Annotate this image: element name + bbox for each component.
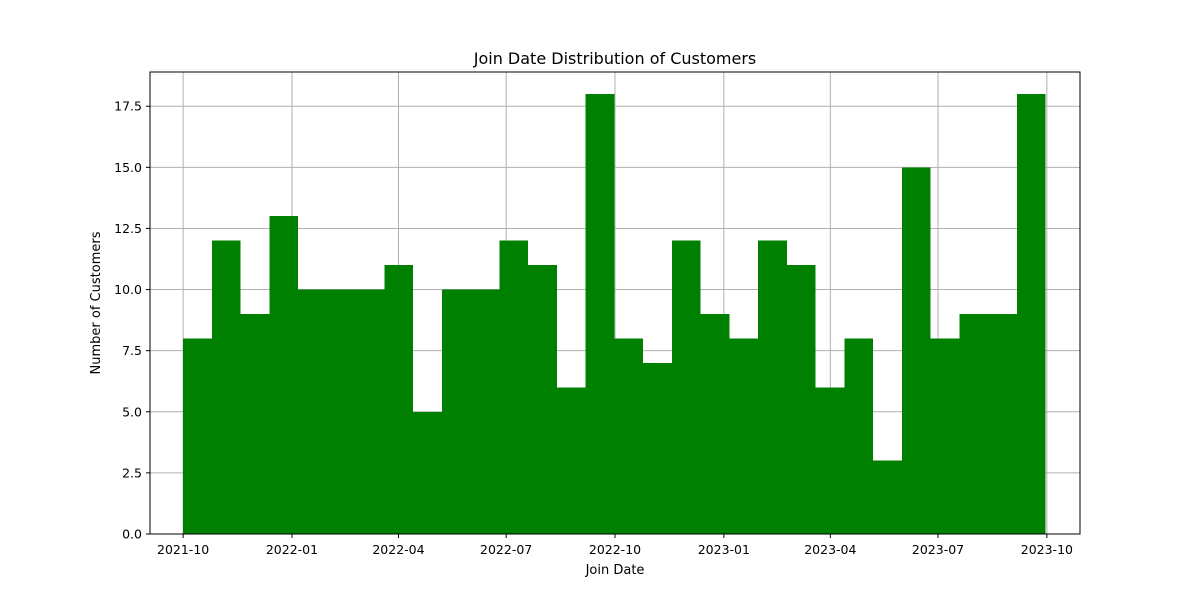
x-tick-label: 2022-10 xyxy=(589,542,641,557)
y-tick-label: 2.5 xyxy=(122,465,142,480)
x-tick-label: 2022-04 xyxy=(372,542,424,557)
histogram-bar xyxy=(844,338,874,534)
histogram-bar xyxy=(614,338,644,534)
histogram-bar xyxy=(729,338,759,534)
histogram-bar xyxy=(585,94,615,534)
x-tick-label: 2022-01 xyxy=(266,542,318,557)
x-tick-label: 2023-04 xyxy=(804,542,856,557)
histogram-bar xyxy=(901,167,931,535)
histogram-bar xyxy=(470,289,500,534)
histogram-bar xyxy=(815,387,845,534)
x-tick-label: 2022-07 xyxy=(480,542,532,557)
y-tick-label: 15.0 xyxy=(114,160,142,175)
histogram-bar xyxy=(528,265,557,534)
x-tick-label: 2023-10 xyxy=(1021,542,1073,557)
histogram-bar xyxy=(786,265,816,534)
histogram-bar xyxy=(269,216,299,534)
y-tick-label: 17.5 xyxy=(114,99,142,114)
y-tick-label: 0.0 xyxy=(122,527,142,542)
x-tick-label: 2021-10 xyxy=(157,542,209,557)
x-tick-label: 2023-01 xyxy=(698,542,750,557)
histogram-bar xyxy=(758,240,787,534)
histogram-bar xyxy=(643,362,672,534)
y-tick-label: 7.5 xyxy=(122,343,142,358)
histogram-bar xyxy=(413,411,442,534)
histogram-bar xyxy=(671,240,701,534)
histogram-bar xyxy=(1016,94,1046,534)
histogram-bar xyxy=(211,240,241,534)
histogram-bar xyxy=(700,314,730,534)
chart-title: Join Date Distribution of Customers xyxy=(473,49,757,68)
histogram-bar xyxy=(240,314,270,534)
histogram-bar xyxy=(298,289,327,534)
histogram-bar xyxy=(355,289,385,534)
histogram-bar xyxy=(930,338,960,534)
histogram-bar xyxy=(873,460,902,534)
y-tick-label: 10.0 xyxy=(114,282,142,297)
histogram-bar xyxy=(556,387,586,534)
y-tick-label: 5.0 xyxy=(122,404,142,419)
x-tick-label: 2023-07 xyxy=(912,542,964,557)
histogram-bar xyxy=(441,289,471,534)
histogram-bar xyxy=(959,314,989,534)
bars xyxy=(183,94,1046,535)
axis-ticks: 2021-10 2022-01 2022-04 2022-07 2022-10 2023-… xyxy=(114,99,1073,557)
x-axis-label: Join Date xyxy=(585,563,645,578)
histogram-bar xyxy=(988,314,1017,534)
y-axis-label: Number of Customers xyxy=(89,231,104,374)
histogram-bar xyxy=(384,265,414,534)
histogram-bar xyxy=(183,338,212,534)
histogram-bar xyxy=(326,289,356,534)
y-tick-label: 12.5 xyxy=(114,221,142,236)
histogram-bar xyxy=(499,240,529,534)
